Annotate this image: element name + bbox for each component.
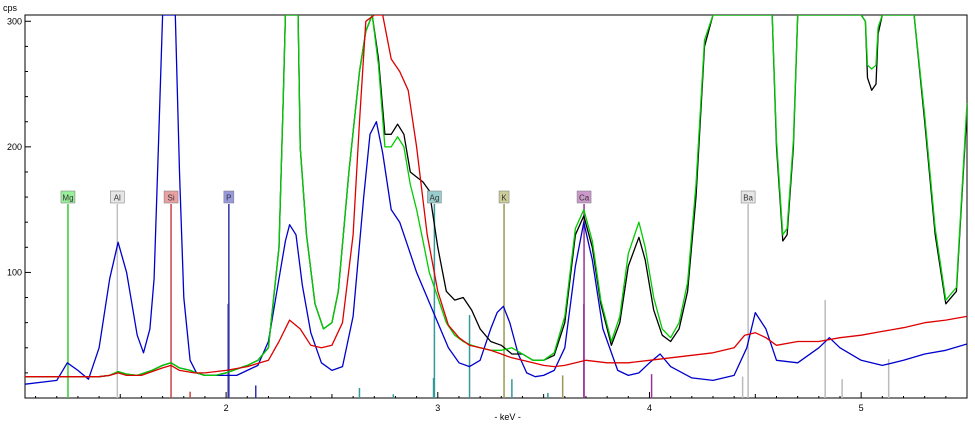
x-tick-label: 4 [647,403,652,413]
element-label-box-si [163,190,179,204]
x-tick-label: 5 [859,403,864,413]
series-line-4 [25,15,967,378]
x-tick-label: 2 [224,403,229,413]
element-label-box-p [223,190,235,204]
y-tick-label: 200 [7,142,22,152]
y-tick-label: 300 [7,16,22,26]
element-label-p: P [226,194,231,203]
element-label-ca: Ca [579,194,590,203]
x-axis-label: - keV - [494,412,521,422]
element-label-al: Al [114,194,121,203]
element-label-box-k [498,190,510,204]
element-label-ag: Ag [430,194,440,203]
plot-area [24,14,968,399]
element-label-box-mg [60,190,76,204]
y-tick-label: 100 [7,267,22,277]
element-label-box-ag [427,190,442,204]
series-line-3 [25,15,967,378]
element-label-box-al [110,190,125,204]
y-axis-label: cps [3,3,18,13]
series-line-1 [25,15,967,385]
x-tick-label: 3 [435,403,440,413]
element-label-box-ca [576,190,592,204]
element-label-si: Si [168,194,175,203]
element-label-mg: Mg [62,194,73,203]
element-label-ba: Ba [743,194,753,203]
element-label-box-ba [740,190,756,204]
element-label-k: K [501,194,507,203]
